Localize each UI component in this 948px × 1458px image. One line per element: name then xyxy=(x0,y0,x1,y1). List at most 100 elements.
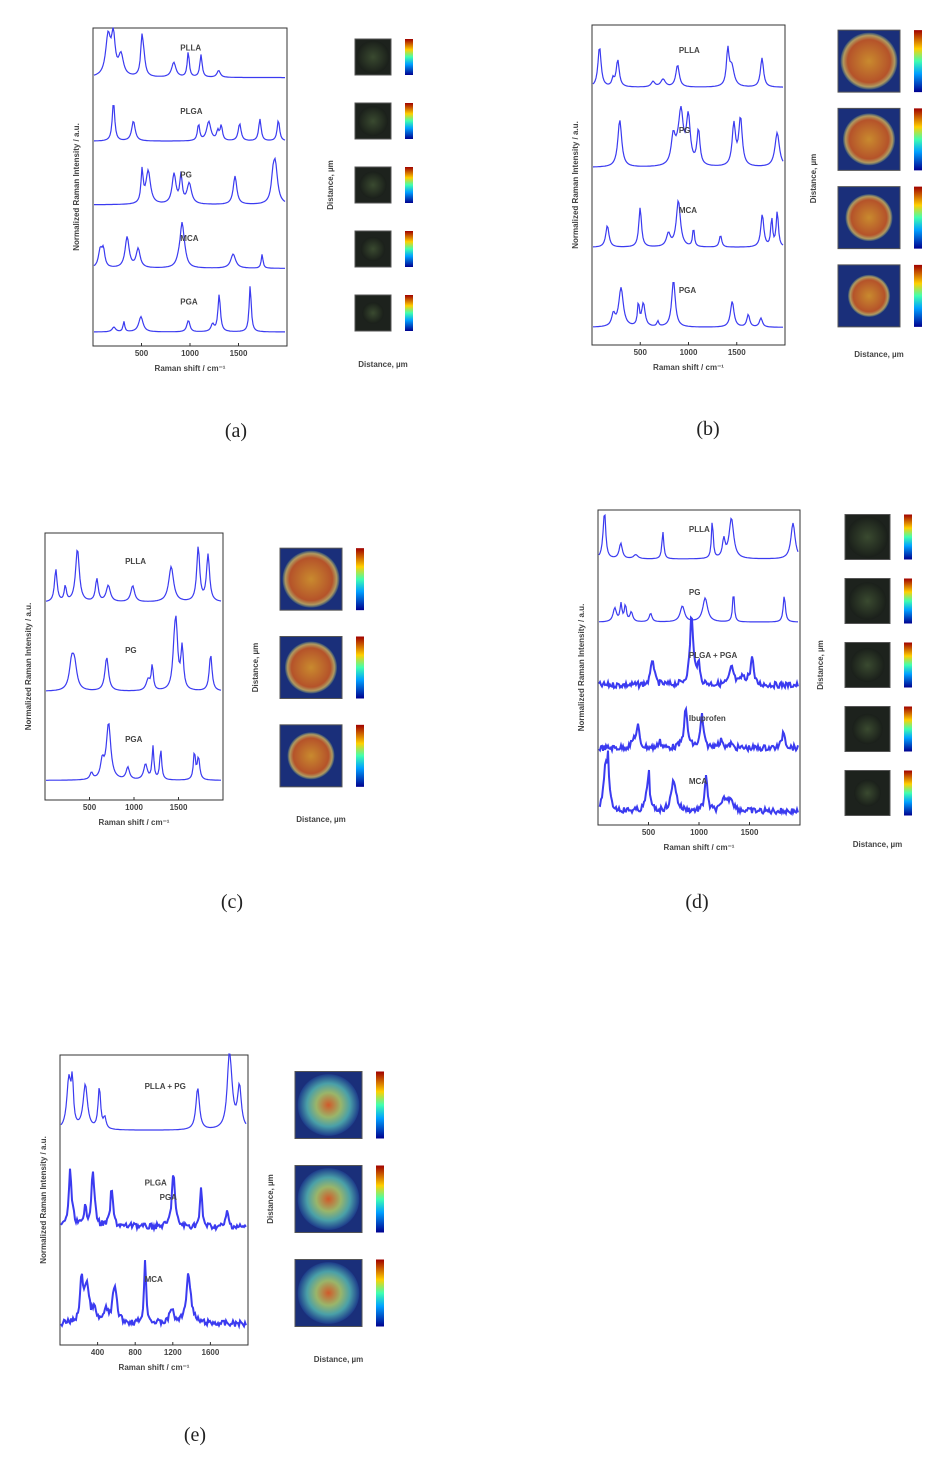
x-tick-label: 500 xyxy=(642,828,656,837)
colorbar xyxy=(356,724,364,787)
x-tick-label: 1000 xyxy=(125,803,143,812)
trace-label: PLLA + PG xyxy=(145,1082,186,1091)
spectrum xyxy=(94,156,286,206)
map-spot xyxy=(854,779,881,807)
map-spot xyxy=(846,516,889,558)
spectrum xyxy=(598,750,799,817)
trace-label: MCA xyxy=(689,777,707,786)
trace-label: MCA xyxy=(180,234,198,243)
colorbar xyxy=(904,514,912,560)
trace-label: PG xyxy=(180,170,192,179)
colorbar xyxy=(376,1071,384,1139)
x-tick-label: 400 xyxy=(91,1348,105,1357)
panel-tag: (b) xyxy=(696,418,719,440)
colorbar xyxy=(376,1259,384,1327)
colorbar xyxy=(405,167,413,203)
colorbar xyxy=(904,642,912,688)
spectrum xyxy=(592,45,784,88)
x-tick-label: 1500 xyxy=(741,828,759,837)
map-x-label: Distance, µm xyxy=(314,1355,364,1364)
colorbar xyxy=(356,548,364,611)
map-spot xyxy=(852,713,883,745)
x-tick-label: 1000 xyxy=(181,349,199,358)
x-tick-label: 500 xyxy=(634,348,648,357)
x-tick-label: 1200 xyxy=(164,1348,182,1357)
trace-label: PLGA xyxy=(145,1179,167,1188)
spectrum xyxy=(45,546,222,602)
map-spot xyxy=(362,302,384,324)
spectrum xyxy=(93,27,285,79)
panel-tag: (e) xyxy=(184,1424,206,1446)
map-y-label: Distance, µm xyxy=(809,154,818,204)
panel-tag: (a) xyxy=(225,420,247,442)
y-axis-label: Normalized Raman Intensity / a.u. xyxy=(72,123,81,251)
spectrum xyxy=(46,722,221,781)
spectrum xyxy=(598,596,799,623)
x-tick-label: 1600 xyxy=(202,1348,220,1357)
spectrum xyxy=(593,282,783,328)
spectrum xyxy=(598,615,799,691)
spectrum xyxy=(593,105,784,168)
map-spot xyxy=(360,236,386,262)
spectrum xyxy=(93,221,285,269)
map-y-label: Distance, µm xyxy=(251,643,260,693)
map-spot xyxy=(287,732,335,780)
y-axis-label: Normalized Raman Intensity / a.u. xyxy=(24,603,33,731)
map-spot xyxy=(357,105,389,137)
spectrum xyxy=(94,104,286,142)
trace-label: PGA xyxy=(679,286,697,295)
trace-label: PG xyxy=(679,126,691,135)
y-axis-label: Normalized Raman Intensity / a.u. xyxy=(577,604,586,732)
map-spot xyxy=(297,1262,360,1324)
colorbar xyxy=(904,770,912,816)
map-spot xyxy=(845,194,893,242)
trace-label: PLLA xyxy=(180,43,201,52)
panel-tag: (c) xyxy=(221,891,243,913)
panel-tag: (d) xyxy=(685,891,708,913)
trace-label: PLLA xyxy=(689,525,710,534)
x-tick-label: 500 xyxy=(135,349,149,358)
spectra-frame xyxy=(59,1054,249,1346)
map-x-label: Distance, µm xyxy=(853,840,903,849)
x-tick-label: 1500 xyxy=(230,349,248,358)
y-axis-label: Normalized Raman Intensity / a.u. xyxy=(571,121,580,249)
colorbar xyxy=(914,186,922,249)
trace-label: Ibuprofen xyxy=(689,714,726,723)
trace-label: PG xyxy=(689,588,701,597)
map-x-label: Distance, µm xyxy=(358,360,408,369)
x-tick-label: 1500 xyxy=(728,348,746,357)
trace-label: PLGA + PGA xyxy=(689,651,738,660)
map-x-label: Distance, µm xyxy=(296,815,346,824)
spectrum xyxy=(598,513,799,560)
x-tick-label: 500 xyxy=(83,803,97,812)
x-axis-label: Raman shift / cm⁻¹ xyxy=(119,1363,190,1372)
map-spot xyxy=(282,550,340,608)
spectrum xyxy=(598,705,799,755)
colorbar xyxy=(914,30,922,93)
x-tick-label: 800 xyxy=(129,1348,143,1357)
map-spot xyxy=(297,1168,360,1230)
map-spot xyxy=(847,274,891,317)
x-axis-label: Raman shift / cm⁻¹ xyxy=(653,363,724,372)
trace-label: PGA xyxy=(125,735,143,744)
y-axis-label: Normalized Raman Intensity / a.u. xyxy=(39,1136,48,1264)
colorbar xyxy=(904,706,912,752)
colorbar xyxy=(904,578,912,624)
map-y-label: Distance, µm xyxy=(266,1174,275,1224)
trace-label: PLLA xyxy=(125,557,146,566)
colorbar xyxy=(914,264,922,327)
x-tick-label: 1000 xyxy=(680,348,698,357)
colorbar xyxy=(914,108,922,171)
x-axis-label: Raman shift / cm⁻¹ xyxy=(155,364,226,373)
spectrum xyxy=(60,1053,247,1131)
map-x-label: Distance, µm xyxy=(854,350,904,359)
x-tick-label: 1000 xyxy=(690,828,708,837)
trace-label: PLGA xyxy=(180,107,202,116)
map-y-label: Distance, µm xyxy=(816,640,825,690)
colorbar xyxy=(405,103,413,139)
spectrum xyxy=(592,198,784,248)
trace-label: PG xyxy=(125,646,137,655)
spectrum xyxy=(94,286,285,333)
map-spot xyxy=(840,32,898,90)
